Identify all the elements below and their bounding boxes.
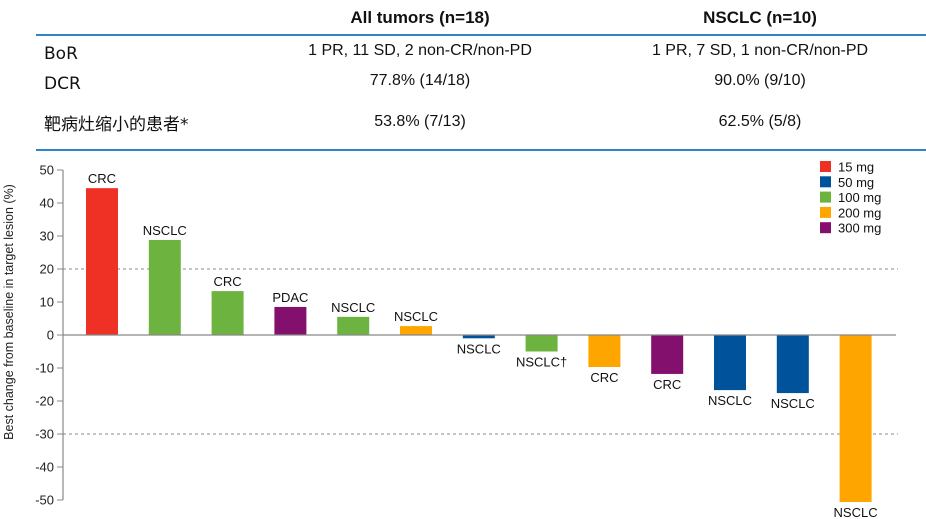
bar-label: CRC	[590, 370, 618, 385]
bar-label: NSCLC	[771, 396, 815, 411]
bar	[525, 335, 558, 352]
bar-label: CRC	[214, 274, 242, 289]
legend-swatch	[820, 191, 831, 203]
bar	[274, 306, 307, 335]
bar-label: NSCLC	[457, 341, 501, 356]
bar	[148, 239, 181, 335]
bar-label: NSCLC	[834, 505, 878, 519]
cell-dcr-nsclc: 90.0% (9/10)	[714, 72, 806, 89]
column-header-nsclc: NSCLC (n=10)	[703, 8, 817, 27]
legend-label: 200 mg	[838, 205, 881, 220]
bar	[211, 291, 244, 335]
legend-swatch	[820, 176, 831, 188]
legend-label: 300 mg	[838, 221, 881, 236]
bar-label: NSCLC	[394, 309, 438, 324]
table-top-rule	[36, 34, 926, 36]
legend-swatch	[820, 161, 831, 172]
cell-shrinkage-nsclc: 62.5% (5/8)	[718, 113, 802, 130]
bar	[714, 335, 746, 391]
y-tick-label: 20	[40, 262, 54, 277]
bar	[462, 335, 495, 339]
bar	[86, 188, 118, 335]
y-tick-label: -20	[35, 394, 54, 409]
bar	[776, 335, 809, 394]
y-axis-label: Best change from baseline in target lesi…	[2, 184, 16, 440]
bar-label: NSCLC	[143, 223, 187, 238]
legend-label: 15 mg	[838, 160, 874, 175]
y-tick-label: -10	[35, 361, 54, 376]
cell-bor-nsclc: 1 PR, 7 SD, 1 non-CR/non-PD	[651, 42, 869, 59]
cell-shrinkage-all: 53.8% (7/13)	[374, 113, 466, 130]
bar-label: NSCLC†	[516, 355, 567, 370]
bar-label: PDAC	[272, 290, 308, 305]
row-label-shrinkage: 靶病灶缩小的患者*	[44, 115, 189, 135]
y-tick-label: -40	[35, 460, 54, 475]
legend-swatch	[820, 222, 831, 234]
y-tick-label: 30	[40, 229, 54, 244]
y-tick-label: -30	[35, 427, 54, 442]
table-bottom-rule	[36, 149, 926, 151]
y-tick-label: 10	[40, 295, 54, 310]
legend-label: 100 mg	[838, 190, 881, 205]
bar	[588, 335, 621, 368]
y-tick-label: 50	[40, 163, 54, 178]
bar	[400, 326, 432, 335]
bar	[337, 316, 370, 335]
bar	[839, 335, 872, 502]
bar-label: NSCLC	[708, 393, 752, 408]
bar-label: CRC	[88, 171, 116, 186]
column-header-all-tumors: All tumors (n=18)	[350, 8, 490, 27]
legend-swatch	[820, 206, 831, 218]
cell-bor-all: 1 PR, 11 SD, 2 non-CR/non-PD	[308, 42, 532, 59]
row-label-bor: BoR	[44, 44, 78, 64]
bar-label: CRC	[653, 377, 681, 392]
row-label-dcr: DCR	[44, 74, 81, 94]
bar	[651, 335, 684, 374]
legend-label: 50 mg	[838, 175, 874, 190]
bar-label: NSCLC	[331, 300, 375, 315]
y-tick-label: -50	[35, 493, 54, 508]
cell-dcr-all: 77.8% (14/18)	[369, 72, 471, 89]
y-tick-label: 0	[47, 328, 54, 343]
y-tick-label: 40	[40, 196, 54, 211]
